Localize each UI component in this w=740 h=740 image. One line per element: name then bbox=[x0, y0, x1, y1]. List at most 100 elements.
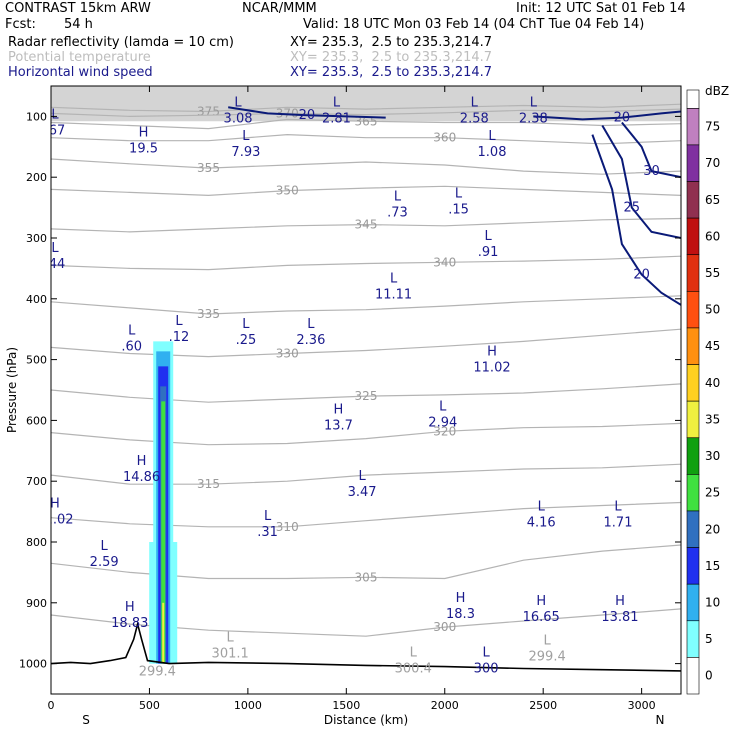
extremum-value: 3.47 bbox=[348, 485, 377, 500]
extremum-type: L bbox=[488, 129, 496, 144]
y-tick-label: 100 bbox=[26, 110, 47, 123]
theta-contour bbox=[51, 255, 681, 271]
extremum-value: 2.58 bbox=[460, 111, 489, 126]
theta-label: 345 bbox=[355, 218, 378, 232]
wind-contour bbox=[601, 124, 681, 239]
theta-label: 300 bbox=[433, 620, 456, 634]
wind-contour bbox=[591, 134, 681, 306]
reflectivity-band bbox=[162, 602, 165, 664]
chart-header: CONTRAST 15km ARW NCAR/MMM Init: 12 UTC … bbox=[0, 0, 740, 85]
extremum-value: 2.81 bbox=[322, 111, 351, 126]
field-1-xy: XY= 235.3, 2.5 to 235.3,214.7 bbox=[290, 35, 493, 50]
south-label: S bbox=[82, 713, 90, 727]
colorbar-label: 25 bbox=[705, 486, 720, 500]
y-tick-label: 600 bbox=[26, 414, 47, 427]
extremum-value: 3.08 bbox=[224, 111, 253, 126]
colorbar-swatch bbox=[686, 327, 700, 365]
field-1-name: Radar reflectivity (lamda = 10 cm) bbox=[8, 35, 234, 50]
extremum-value: 22.02 bbox=[36, 513, 73, 528]
theta-label: 360 bbox=[433, 131, 456, 145]
x-tick-label: 1500 bbox=[332, 699, 360, 712]
extremum-value: 19.5 bbox=[129, 142, 158, 157]
colorbar-swatch bbox=[686, 657, 700, 695]
colorbar-label: 30 bbox=[705, 449, 720, 463]
wind-contour-label: 30 bbox=[643, 164, 660, 179]
extremum-value: 299.4 bbox=[529, 649, 566, 664]
extremum-value: 299.4 bbox=[139, 665, 176, 680]
extremum-value: .67 bbox=[45, 123, 66, 138]
extremum-value: 300.4 bbox=[395, 662, 432, 677]
theta-label: 375 bbox=[197, 105, 220, 119]
wind-contour-label: 25 bbox=[624, 201, 641, 216]
extremum-type: L bbox=[538, 500, 546, 515]
extremum-type: H bbox=[615, 594, 625, 609]
x-tick-label: 2000 bbox=[431, 699, 459, 712]
colorbar-label: 60 bbox=[705, 229, 720, 243]
extremum-type: L bbox=[51, 241, 59, 256]
colorbar-label: 35 bbox=[705, 412, 720, 426]
forecast-label: Fcst: bbox=[5, 17, 36, 32]
wind-contour bbox=[228, 106, 386, 119]
colorbar-swatch bbox=[686, 144, 700, 182]
y-tick-label: 500 bbox=[26, 354, 47, 367]
extremum-type: L bbox=[128, 323, 136, 338]
extremum-type: L bbox=[439, 399, 447, 414]
colorbar-swatch bbox=[686, 400, 700, 439]
extremum-type: L bbox=[227, 630, 235, 645]
extremum-value: 11.11 bbox=[375, 288, 412, 303]
extremum-value: .91 bbox=[478, 245, 499, 260]
extremum-value: 16.65 bbox=[523, 610, 560, 625]
stratosphere-band bbox=[51, 86, 681, 122]
theta-label: 335 bbox=[197, 307, 220, 321]
y-axis-label: Pressure (hPa) bbox=[5, 347, 19, 433]
extremum-type: L bbox=[51, 107, 59, 122]
extremum-type: L bbox=[471, 95, 479, 110]
extremum-value: 2.94 bbox=[428, 415, 457, 430]
extremum-value: 300 bbox=[474, 662, 499, 677]
colorbar-swatch bbox=[686, 291, 700, 329]
colorbar-label: 55 bbox=[705, 266, 720, 280]
extremum-value: 13.7 bbox=[324, 418, 353, 433]
extremum-type: H bbox=[334, 402, 344, 417]
y-tick-label: 900 bbox=[26, 597, 47, 610]
extremum-value: .15 bbox=[448, 203, 469, 218]
theta-contour bbox=[51, 185, 681, 197]
theta-label: 315 bbox=[197, 477, 220, 491]
colorbar-label: 75 bbox=[705, 120, 720, 134]
extremum-type: L bbox=[101, 539, 109, 554]
theta-label: 305 bbox=[355, 570, 378, 584]
wind-contour bbox=[621, 121, 681, 179]
extremum-value: 301.1 bbox=[212, 646, 249, 661]
theta-contour bbox=[51, 501, 681, 528]
colorbar-swatch bbox=[686, 181, 700, 219]
colorbar-swatch bbox=[686, 89, 700, 109]
theta-contour bbox=[51, 103, 681, 113]
colorbar-label: 15 bbox=[705, 559, 720, 573]
extremum-value: 7.93 bbox=[231, 145, 260, 160]
reflectivity-band bbox=[161, 401, 166, 664]
extremum-value: 18.3 bbox=[446, 607, 475, 622]
theta-label: 330 bbox=[276, 347, 299, 361]
extremum-type: H bbox=[456, 591, 466, 606]
extremum-value: .25 bbox=[236, 333, 257, 348]
colorbar-label: 5 bbox=[705, 632, 713, 646]
extremum-value: 14.86 bbox=[123, 470, 160, 485]
colorbar-swatch bbox=[686, 254, 700, 292]
extremum-value: .31 bbox=[257, 525, 278, 540]
theta-contour bbox=[51, 133, 681, 145]
theta-contour bbox=[51, 328, 681, 358]
y-tick-label: 800 bbox=[26, 536, 47, 549]
colorbar-swatch bbox=[686, 474, 700, 512]
extremum-type: L bbox=[455, 187, 463, 202]
extremum-type: L bbox=[484, 229, 492, 244]
field-3-xy: XY= 235.3, 2.5 to 235.3,214.7 bbox=[290, 65, 493, 80]
colorbar-label: 65 bbox=[705, 193, 720, 207]
extremum-type: L bbox=[175, 314, 183, 329]
y-tick-label: 200 bbox=[26, 171, 47, 184]
wind-contour-label: 20 bbox=[614, 111, 631, 126]
extremum-value: .73 bbox=[387, 206, 408, 221]
y-tick-label: 400 bbox=[26, 293, 47, 306]
extremum-type: L bbox=[264, 509, 272, 524]
